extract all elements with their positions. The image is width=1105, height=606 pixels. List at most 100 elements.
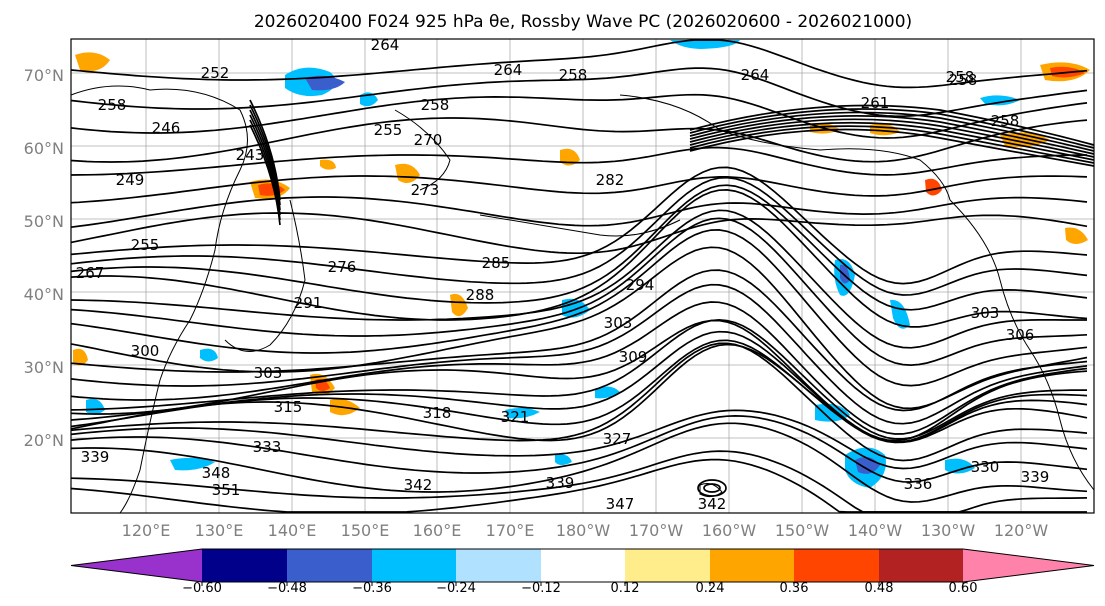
theta-e-contour [70,343,1088,444]
contour-label: 264 [494,61,523,79]
theta-e-contour [70,189,1088,328]
contour-label: 258 [991,112,1020,130]
lon-label: 160°W [702,521,757,540]
theta-e-contour [689,111,1095,152]
lon-label: 150°W [775,521,830,540]
shading-layer [73,40,1090,488]
colorbar-extend-low [71,549,202,582]
contour-label: 339 [546,474,575,492]
colorbar-swatch [625,549,710,582]
theta-e-contour [70,209,1087,349]
colorbar-tick-label: 0.48 [865,581,894,596]
colorbar-tick-label: 0.60 [949,581,978,596]
shade-patch [170,457,215,471]
theta-e-contour [70,342,1088,462]
theta-e-contour [70,166,1088,285]
lat-label: 40°N [24,285,64,304]
contour-label: 267 [76,264,105,282]
theta-e-contour [70,175,1088,204]
theta-e-contour [70,415,1088,483]
lat-label: 30°N [24,358,64,377]
colorbar-tick-label: −0.36 [352,581,392,596]
shade-patch [555,454,572,465]
contour-label: 303 [971,304,1000,322]
theta-e-contour [70,212,1088,255]
contour-label: 330 [971,458,1000,476]
contour-label: 258 [946,68,975,86]
colorbar-swatch [879,549,964,582]
theta-e-contour [689,108,1095,149]
shade-patch [305,75,345,91]
coastline-north-america [949,199,1095,491]
contour-label: 270 [414,131,443,149]
map-border [70,38,1095,514]
shade-patch [86,398,105,415]
colorbar-tick-label: −0.60 [182,581,222,596]
contour-label: 339 [1021,468,1050,486]
contour-label: 243 [236,146,265,164]
coastline-japan [224,199,306,352]
theta-e-contour [70,217,1088,366]
contour-label: 351 [212,481,241,499]
theta-e-contour [249,124,281,226]
colorbar-swatch [372,549,457,582]
colorbar-swatch [202,549,287,582]
contour-label: 300 [131,342,160,360]
colorbar-swatch [287,549,372,582]
contour-label: 264 [741,66,770,84]
contour-label: 342 [698,495,727,513]
contour-label: 258 [421,96,450,114]
lat-label: 50°N [24,212,64,231]
coastline-alaska [619,94,951,201]
shade-patch [75,52,110,72]
colorbar: −0.60 −0.48 −0.36 −0.24 −0.12 0.12 0.24 0.36 0.4… [70,548,1095,596]
contour-label: 255 [131,236,160,254]
coastline-aleutians [479,214,681,237]
contour-label: 276 [328,258,357,276]
contour-label: 258 [559,66,588,84]
shade-patch [320,159,336,170]
colorbar-tick-label: −0.12 [521,581,561,596]
theta-e-contour [689,121,1095,161]
shade-patch [560,148,580,166]
contour-label: 336 [904,475,933,493]
lat-label: 60°N [24,139,64,158]
theta-e-contour [70,93,1088,139]
lon-label: 140°E [268,521,317,540]
theta-e-contour [689,118,1095,158]
contour-label: 246 [152,119,181,137]
shade-patch [505,407,540,419]
contour-label: 285 [482,254,511,272]
contour-label: 249 [116,171,145,189]
lon-label: 170°W [629,521,684,540]
contour-label: 333 [253,438,282,456]
shade-patch [945,458,975,474]
shade-patch [200,348,218,362]
colorbar-swatch [541,549,626,582]
contour-labels: 258 246 252 243 249 255 264 258 255 270 273 276 264 2… [76,36,1050,513]
theta-e-contour [70,339,1088,444]
colorbar-tick-label: 0.12 [611,581,640,596]
theta-e-contour [689,128,1095,167]
lon-label: 130°E [195,521,244,540]
longitude-labels: 120°E 130°E 140°E 150°E 160°E 170°E 180°W 170°W… [122,521,1049,540]
lat-label: 70°N [24,66,64,85]
contour-label: 282 [596,171,625,189]
lon-label: 160°E [413,521,462,540]
contour-label: 347 [606,495,635,513]
lon-label: 130°W [921,521,976,540]
contour-label: 327 [603,430,632,448]
contour-label: 255 [374,121,403,139]
contour-label: 303 [604,314,633,332]
shade-patch [395,163,420,184]
colorbar-extend-high [963,549,1094,582]
theta-e-contour [689,125,1095,164]
lon-label: 170°E [486,521,535,540]
lon-label: 120°W [994,521,1049,540]
latitude-labels: 70°N 60°N 50°N 40°N 30°N 20°N [24,66,64,450]
colorbar-swatch [710,549,795,582]
coastline-hawaii [699,483,723,498]
graticule [71,39,1094,513]
theta-e-contour [70,301,1088,435]
